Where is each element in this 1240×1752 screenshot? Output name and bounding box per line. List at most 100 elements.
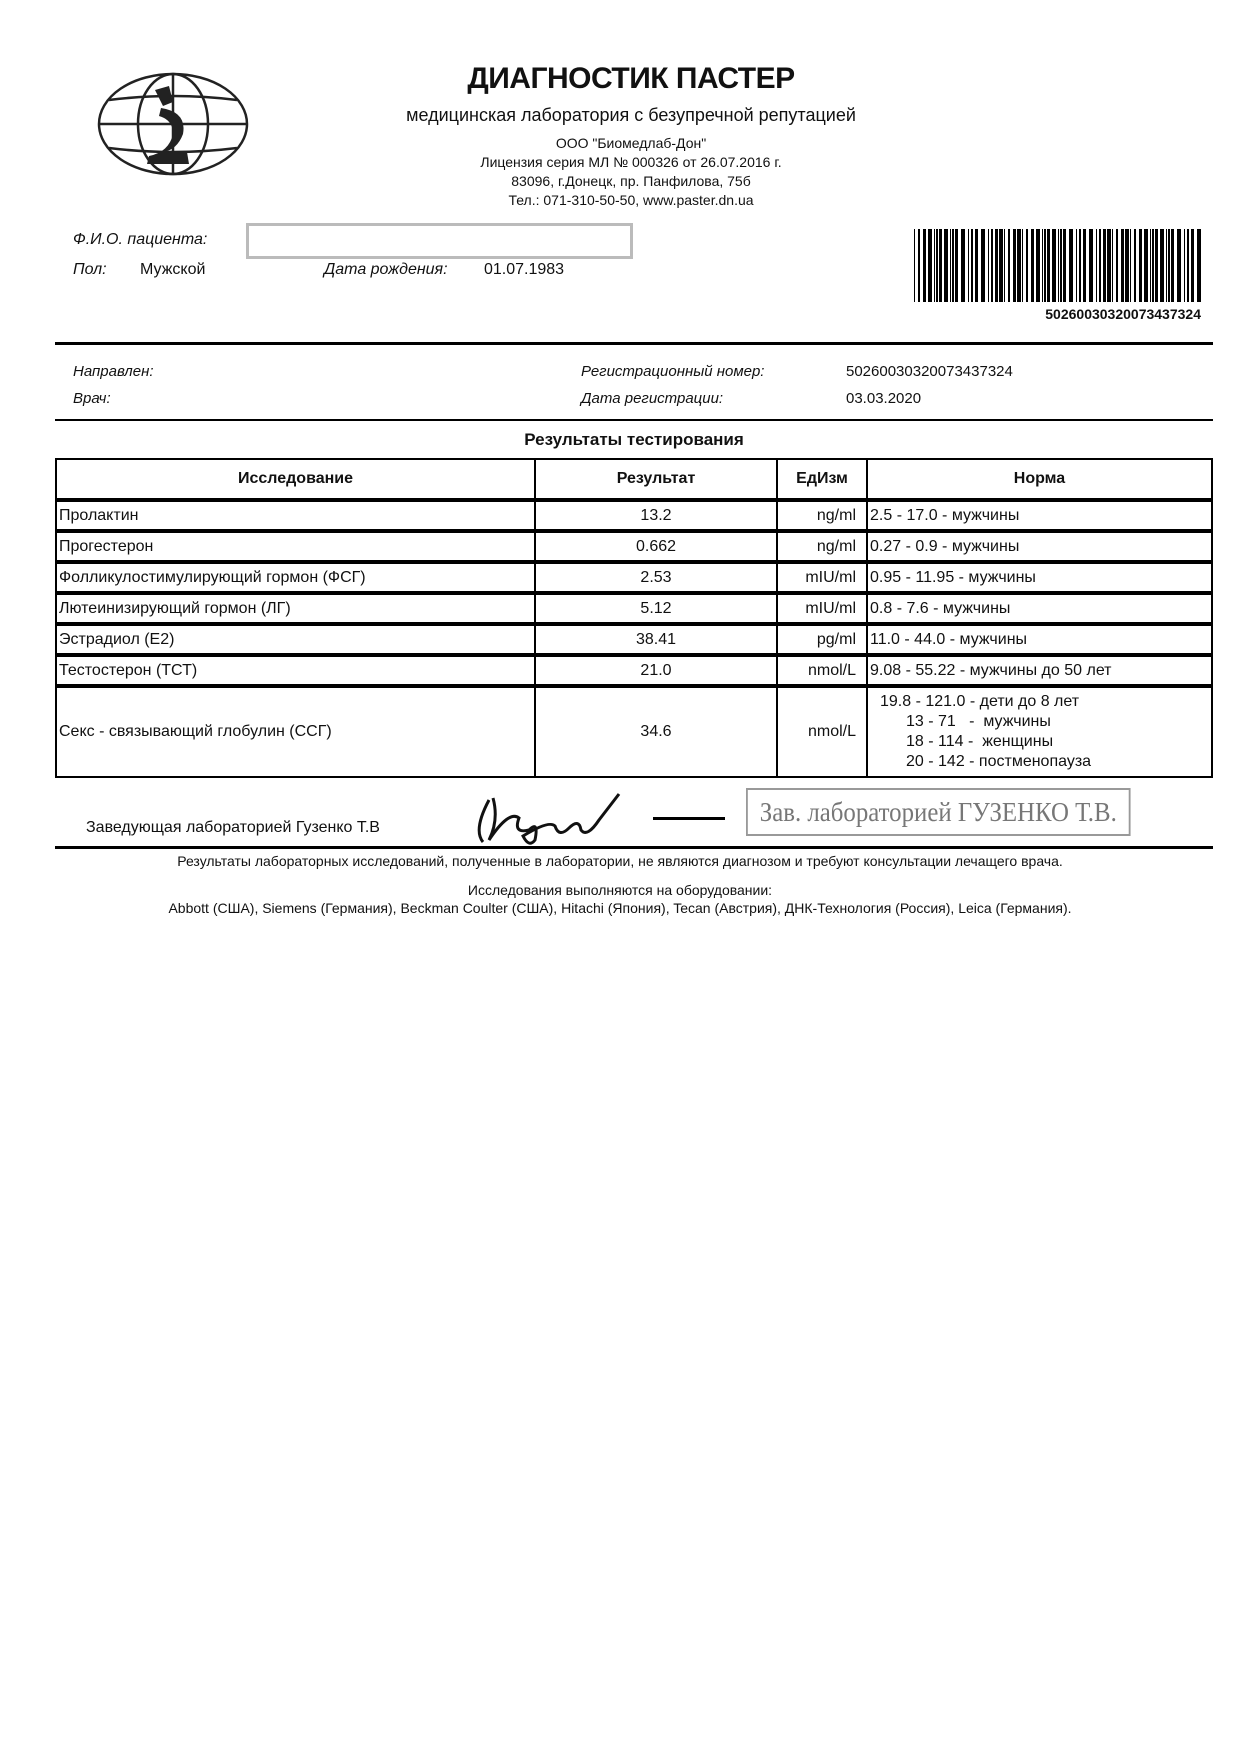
reg-number-label: Регистрационный номер: xyxy=(581,363,765,380)
norm-line: 19.8 - 121.0 - дети до 8 лет xyxy=(880,693,1080,710)
barcode-bar xyxy=(1144,229,1148,302)
head-of-lab-text: Заведующая лабораторией Гузенко Т.В xyxy=(86,819,380,836)
norm-value: 19.8 - 121.0 - дети до 8 лет 13 - 71 - му… xyxy=(866,684,1213,778)
barcode-bar xyxy=(1112,229,1113,302)
barcode-bar xyxy=(1125,229,1129,302)
divider xyxy=(55,419,1213,421)
barcode-bar xyxy=(1099,229,1101,302)
barcode-bar xyxy=(995,229,998,302)
col-result: Результат xyxy=(534,458,778,501)
barcode-bar xyxy=(1022,229,1023,302)
barcode-bar xyxy=(1042,229,1043,302)
barcode-bar xyxy=(1047,229,1050,302)
equipment-list: Abbott (США), Siemens (Германия), Beckma… xyxy=(168,900,1072,916)
table-row: Фолликулостимулирующий гормон (ФСГ) 2.53 m… xyxy=(55,560,1213,594)
barcode-bar xyxy=(968,229,969,302)
barcode-bar xyxy=(914,229,915,302)
barcode-bar xyxy=(1017,229,1021,302)
barcode-bar xyxy=(1107,229,1111,302)
test-name: Тестостерон (ТСТ) xyxy=(55,653,536,687)
divider xyxy=(55,342,1213,345)
norm-value: 0.27 - 0.9 - мужчины xyxy=(866,529,1213,563)
result-value: 5.12 xyxy=(534,591,778,625)
table-row: Эстрадиол (Е2) 38.41 pg/ml 11.0 - 44.0 - му… xyxy=(55,622,1213,656)
equipment-label: Исследования выполняются на оборудовании… xyxy=(467,882,773,898)
result-value: 0.662 xyxy=(534,529,778,563)
barcode-bar xyxy=(1052,229,1056,302)
barcode-bar xyxy=(975,229,978,302)
sex-value: Мужской xyxy=(140,261,206,278)
result-value: 13.2 xyxy=(534,498,778,532)
barcode-bar xyxy=(952,229,954,302)
barcode-bar xyxy=(936,229,938,302)
license-info: Лицензия серия МЛ № 000326 от 26.07.2016… xyxy=(480,154,782,170)
barcode-bar xyxy=(1139,229,1142,302)
barcode-bar xyxy=(1026,229,1028,302)
barcode-bar xyxy=(955,229,958,302)
result-value: 2.53 xyxy=(534,560,778,594)
reg-number-value: 50260030320073437324 xyxy=(846,363,1013,380)
barcode-bar xyxy=(981,229,985,302)
table-header: Исследование Результат ЕдИзм Норма xyxy=(55,458,1213,501)
test-name: Лютеинизирующий гормон (ЛГ) xyxy=(55,591,536,625)
barcode-bar xyxy=(1060,229,1062,302)
col-unit: ЕдИзм xyxy=(776,458,868,501)
barcode-bar xyxy=(923,229,926,302)
barcode-bar xyxy=(1036,229,1040,302)
barcode-bar xyxy=(1130,229,1131,302)
lab-subtitle: медицинская лаборатория с безупречной ре… xyxy=(406,105,856,125)
reg-date-value: 03.03.2020 xyxy=(846,390,922,407)
result-value: 38.41 xyxy=(534,622,778,656)
barcode-bar xyxy=(934,229,935,302)
referred-label: Направлен: xyxy=(73,363,154,380)
table-row: Секс - связывающий глобулин (ССГ) 34.6 nmo… xyxy=(55,684,1213,778)
table-row: Пролактин 13.2 ng/ml 2.5 - 17.0 - мужчины xyxy=(55,498,1213,532)
norm-line: 18 - 114 - женщины xyxy=(906,733,1054,750)
barcode-bar xyxy=(971,229,973,302)
barcode-bar xyxy=(950,229,951,302)
test-name: Секс - связывающий глобулин (ССГ) xyxy=(55,684,536,778)
globe-microscope-logo-icon xyxy=(97,72,249,176)
signature-dash xyxy=(653,817,725,820)
contacts: Тел.: 071-310-50-50, www.paster.dn.ua xyxy=(508,192,754,208)
barcode-bar xyxy=(944,229,948,302)
unit-value: pg/ml xyxy=(776,622,868,656)
barcode-bar xyxy=(1069,229,1073,302)
barcode-bar xyxy=(1121,229,1124,302)
divider xyxy=(55,846,1213,849)
barcode-bar xyxy=(1152,229,1154,302)
unit-value: ng/ml xyxy=(776,498,868,532)
unit-value: ng/ml xyxy=(776,529,868,563)
company-name: ООО "Биомедлаб-Дон" xyxy=(555,135,707,151)
test-name: Пролактин xyxy=(55,498,536,532)
norm-line: 13 - 71 - мужчины xyxy=(906,713,1051,730)
barcode-bar xyxy=(928,229,932,302)
barcode-bar xyxy=(1150,229,1151,302)
table-row: Прогестерон 0.662 ng/ml 0.27 - 0.9 - мужчин… xyxy=(55,529,1213,563)
results-table: Исследование Результат ЕдИзм Норма Прола… xyxy=(55,458,1213,778)
dob-value: 01.07.1983 xyxy=(484,261,565,278)
barcode-bar xyxy=(961,229,965,302)
barcode-bar xyxy=(1160,229,1164,302)
unit-value: nmol/L xyxy=(776,653,868,687)
norm-value: 0.95 - 11.95 - мужчины xyxy=(866,560,1213,594)
barcode-bar xyxy=(999,229,1003,302)
handwritten-signature xyxy=(477,793,621,845)
barcode-bar xyxy=(1083,229,1086,302)
fio-label: Ф.И.О. пациента: xyxy=(73,231,208,248)
address: 83096, г.Донецк, пр. Панфилова, 75б xyxy=(511,173,751,189)
barcode-bar xyxy=(918,229,920,302)
barcode-bar xyxy=(1171,229,1174,302)
dob-label: Дата рождения: xyxy=(324,261,448,278)
barcode-bar xyxy=(1063,229,1066,302)
barcode-bar xyxy=(939,229,942,302)
barcode-bar xyxy=(1166,229,1167,302)
barcode-bar xyxy=(1116,229,1118,302)
barcode-bar xyxy=(1004,229,1005,302)
barcode-bar xyxy=(1089,229,1093,302)
norm-value: 0.8 - 7.6 - мужчины xyxy=(866,591,1213,625)
col-norm: Норма xyxy=(866,458,1213,501)
unit-value: mIU/ml xyxy=(776,591,868,625)
norm-value: 11.0 - 44.0 - мужчины xyxy=(866,622,1213,656)
disclaimer: Результаты лабораторных исследований, по… xyxy=(177,853,1063,869)
